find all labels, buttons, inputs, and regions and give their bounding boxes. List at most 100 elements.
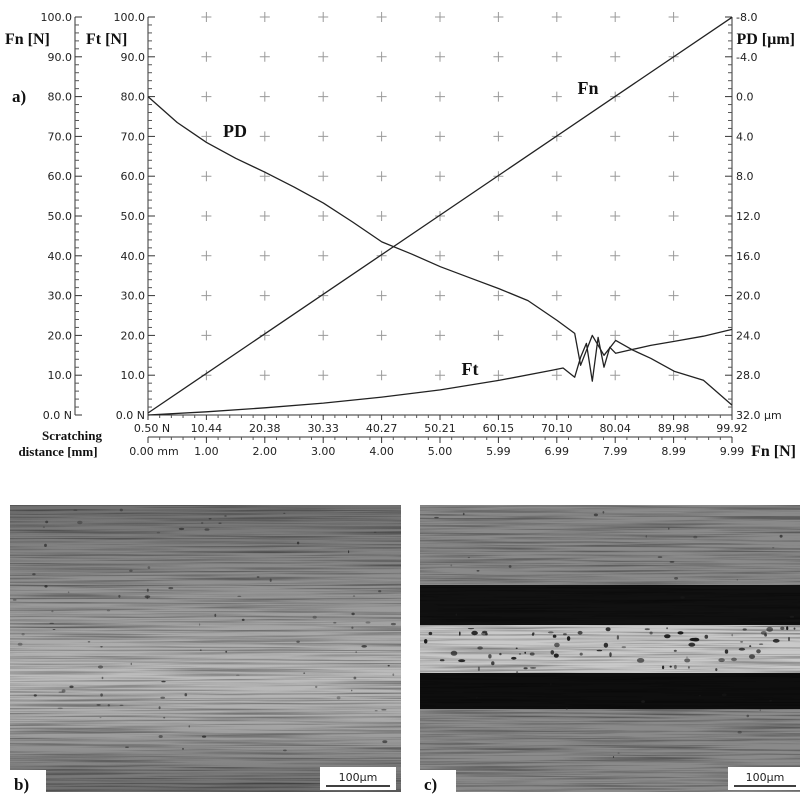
grid-plus — [435, 51, 445, 62]
grid-plus — [201, 171, 212, 182]
track-debris — [666, 627, 668, 630]
track-debris — [524, 651, 526, 654]
surface-speck — [450, 564, 453, 567]
grid-plus — [668, 211, 679, 221]
surface-speck — [621, 646, 626, 649]
surface-speck — [593, 513, 599, 517]
track-debris — [566, 636, 571, 641]
track-debris — [718, 658, 725, 663]
surface-speck — [73, 509, 78, 511]
surface-speck — [736, 579, 738, 581]
grid-plus — [318, 370, 329, 381]
surface-speck — [550, 682, 552, 686]
bottom-fn-tick-label: 80.04 — [599, 422, 631, 435]
bottom-fn-tick-label: 10.44 — [191, 422, 223, 435]
grid-plus — [318, 131, 329, 142]
surface-speck — [269, 578, 272, 582]
bottom-fn-tick-label: 70.10 — [541, 422, 573, 435]
left-outer-tick-label: 40.0 — [48, 250, 73, 263]
panel-label-box-b — [10, 770, 46, 794]
track-debris — [459, 631, 461, 636]
surface-speck — [42, 526, 45, 528]
grid-plus — [551, 12, 562, 22]
surface-speck — [100, 646, 103, 648]
surface-speck — [158, 706, 161, 710]
track-debris — [605, 627, 611, 632]
bottom-distance-tick-label: 6.99 — [545, 445, 570, 458]
grid-plus — [376, 171, 387, 182]
grid-plus — [318, 290, 329, 301]
left-inner-tick-label: 90.0 — [121, 51, 146, 64]
grid-plus — [551, 91, 562, 102]
left-inner-tick-label: 80.0 — [121, 91, 146, 104]
surface-speck — [737, 730, 742, 734]
series-lines: Fn Ft PD — [147, 16, 733, 416]
track-debris — [428, 631, 433, 636]
micrograph-c: 100µm c) — [420, 505, 800, 794]
right-tick-label: 8.0 — [736, 170, 754, 183]
surface-speck — [100, 693, 103, 697]
surface-speck — [129, 569, 133, 572]
surface-speck — [52, 629, 56, 630]
surface-speck — [241, 618, 245, 622]
surface-speck — [365, 621, 371, 624]
track-debris — [724, 649, 729, 654]
surface-speck — [693, 535, 698, 539]
surface-speck — [99, 717, 102, 719]
grid-plus — [201, 131, 212, 142]
grid-plus — [610, 250, 621, 261]
surface-speck — [97, 665, 104, 669]
surface-speck — [455, 613, 457, 616]
grid-plus — [435, 250, 445, 261]
grid-plus — [201, 51, 212, 62]
scale-bar-label-c: 100µm — [746, 771, 785, 784]
bottom-distance-tick-label: 5.00 — [428, 445, 453, 458]
surface-speck — [351, 689, 353, 692]
track-debris — [531, 633, 535, 636]
grid-plus — [493, 51, 504, 62]
series-line-pd — [147, 96, 733, 406]
surface-speck — [204, 528, 210, 531]
left-outer-tick-label: 60.0 — [48, 170, 73, 183]
grid-plus — [201, 290, 212, 301]
surface-speck — [224, 515, 227, 517]
grid-plus — [318, 91, 329, 102]
track-debris — [511, 656, 517, 660]
grid-plus — [435, 171, 445, 182]
left-outer-tick-label: 10.0 — [48, 369, 73, 382]
left-outer-tick-label: 80.0 — [48, 91, 73, 104]
track-debris — [439, 659, 445, 662]
surface-speck — [769, 699, 772, 702]
surface-speck — [361, 645, 368, 648]
surface-speck — [67, 591, 70, 594]
surface-speck — [125, 746, 129, 748]
grid-plus — [668, 171, 679, 182]
grid-plus — [259, 91, 270, 102]
surface-speck — [698, 695, 701, 697]
left-inner-tick-label: 20.0 — [121, 329, 146, 342]
track-debris — [731, 657, 737, 662]
left-inner-tick-label: 100.0 — [114, 11, 146, 24]
surface-speck — [612, 756, 615, 758]
surface-speck — [789, 615, 795, 618]
grid-markers — [201, 12, 679, 381]
surface-speck — [759, 709, 761, 712]
grid-plus — [259, 370, 270, 381]
surface-speck — [236, 674, 240, 676]
track-debris — [649, 631, 653, 635]
right-tick-label: -4.0 — [736, 51, 757, 64]
track-debris — [636, 658, 645, 663]
surface-speck — [645, 535, 647, 538]
grid-plus — [376, 131, 387, 142]
grid-plus — [551, 370, 562, 381]
grid-plus — [610, 370, 621, 381]
track-debris — [450, 650, 458, 656]
grid-plus — [435, 12, 445, 22]
track-debris — [760, 631, 767, 635]
surface-speck — [467, 556, 471, 559]
series-line-fn — [147, 16, 733, 414]
surface-speck — [283, 512, 286, 515]
surface-speck — [565, 707, 568, 710]
track-debris — [547, 631, 554, 634]
grid-plus — [376, 211, 387, 221]
